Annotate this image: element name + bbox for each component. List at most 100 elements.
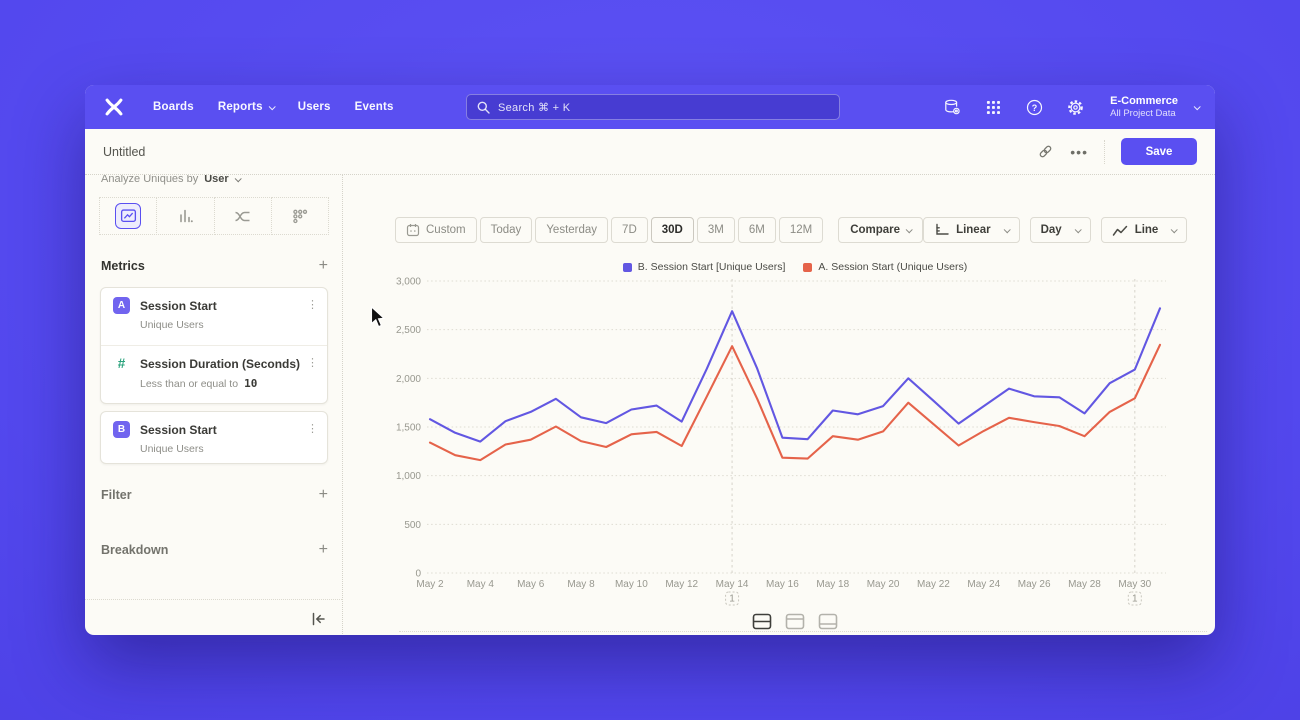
kebab-menu-icon[interactable]: ⋮ (307, 357, 318, 369)
nav-boards[interactable]: Boards (153, 101, 194, 113)
mixpanel-logo-icon[interactable] (101, 94, 127, 120)
analyze-by-label: Analyze Uniques by (101, 175, 199, 185)
data-management-icon[interactable] (942, 97, 962, 117)
nav-reports[interactable]: Reports (217, 101, 276, 113)
metric-card-b: B Session Start ⋮ Unique Users (100, 411, 328, 464)
analyze-by-dropdown[interactable]: User (204, 175, 242, 185)
metric-row-a[interactable]: A Session Start ⋮ Unique Users (101, 288, 327, 345)
project-subtitle: All Project Data (1110, 108, 1176, 119)
layout-toggles (430, 611, 1160, 631)
chart-type-label: Line (1134, 224, 1159, 236)
save-button[interactable]: Save (1121, 138, 1197, 165)
nav-events[interactable]: Events (354, 101, 394, 113)
share-link-icon[interactable] (1037, 143, 1054, 160)
range-custom-button[interactable]: Custom (395, 217, 477, 243)
search-placeholder: Search ⌘ + K (498, 101, 571, 114)
metric-subtitle[interactable]: Unique Users (140, 443, 204, 455)
project-selector[interactable]: E-Commerce All Project Data (1110, 95, 1201, 119)
svg-text:May 6: May 6 (517, 579, 545, 590)
chart-canvas: Custom Today Yesterday 7D 30D 3M 6M 12M … (343, 175, 1215, 634)
range-today-button[interactable]: Today (479, 217, 533, 243)
kebab-menu-icon[interactable]: ⋮ (307, 423, 318, 435)
svg-text:May 14: May 14 (716, 579, 749, 590)
flows-icon (235, 211, 250, 221)
add-breakdown-button[interactable]: + (318, 541, 328, 558)
tab-flows[interactable] (213, 197, 272, 235)
interval-label: Day (1040, 224, 1062, 236)
nav-users[interactable]: Users (297, 101, 331, 113)
svg-text:1,500: 1,500 (396, 423, 421, 434)
interval-dropdown[interactable]: Day (1029, 217, 1091, 243)
tab-insights-line[interactable] (99, 197, 158, 235)
svg-text:May 18: May 18 (816, 579, 849, 590)
svg-text:May 16: May 16 (766, 579, 799, 590)
svg-text:May 2: May 2 (416, 579, 444, 590)
add-filter-button[interactable]: + (318, 486, 328, 503)
numeric-property-icon: # (117, 356, 126, 371)
more-options-icon[interactable]: ••• (1070, 143, 1088, 160)
chevron-down-icon (1170, 225, 1179, 233)
metric-row-duration-filter[interactable]: # Session Duration (Seconds) ⋮ Less than… (101, 345, 327, 404)
view-controls: Linear Day Line (923, 217, 1188, 243)
svg-text:May 30: May 30 (1118, 579, 1151, 590)
range-6m-button[interactable]: 6M (737, 217, 776, 243)
tab-bar-chart[interactable] (156, 197, 215, 235)
layout-chart-bottom-toggle[interactable] (816, 611, 840, 631)
bar-chart-icon (180, 209, 193, 223)
query-builder-sidebar: Analyze Uniques by User (85, 175, 343, 634)
svg-text:2,000: 2,000 (396, 374, 421, 385)
top-nav: Boards Reports Users Events Search ⌘ + K (85, 85, 1215, 129)
breakdown-label: Breakdown (101, 543, 169, 557)
tab-retention[interactable] (270, 197, 329, 235)
legend-series-b[interactable]: B. Session Start [Unique Users] (622, 261, 785, 273)
metric-row-b[interactable]: B Session Start ⋮ Unique Users (101, 412, 327, 469)
layout-chart-top-toggle[interactable] (783, 611, 807, 631)
scale-label: Linear (956, 224, 991, 236)
filter-label: Filter (101, 488, 132, 502)
legend-series-a[interactable]: A. Session Start (Unique Users) (803, 261, 967, 273)
chevron-down-icon (1074, 225, 1082, 233)
metric-subtitle[interactable]: Unique Users (140, 319, 204, 331)
metric-badge-b: B (113, 421, 130, 438)
range-yesterday-button[interactable]: Yesterday (535, 217, 609, 243)
divider (1104, 139, 1105, 164)
chart-legend: B. Session Start [Unique Users] A. Sessi… (430, 261, 1160, 273)
scale-dropdown[interactable]: Linear (923, 217, 1020, 243)
date-range-picker: Custom Today Yesterday 7D 30D 3M 6M 12M … (395, 217, 924, 243)
settings-gear-icon[interactable] (1065, 97, 1085, 117)
svg-text:May 12: May 12 (665, 579, 698, 590)
range-12m-button[interactable]: 12M (778, 217, 824, 243)
metrics-header: Metrics + (101, 257, 328, 274)
svg-text:May 4: May 4 (467, 579, 495, 590)
collapse-sidebar-icon[interactable] (310, 612, 326, 631)
x-axis: May 2 May 4 May 6 May 8 May 10 May 12 May 14 Ma… (416, 579, 1151, 590)
svg-text:1,000: 1,000 (396, 471, 421, 482)
report-title[interactable]: Untitled (103, 144, 146, 159)
help-icon[interactable]: ? (1024, 97, 1044, 117)
compare-button[interactable]: Compare (838, 217, 924, 243)
nav-reports-label: Reports (217, 101, 263, 113)
filter-value[interactable]: 10 (244, 377, 258, 390)
layout-split-toggle-active[interactable] (750, 611, 774, 631)
retention-dots-icon (293, 209, 308, 223)
svg-text:May 20: May 20 (867, 579, 900, 590)
range-3m-button[interactable]: 3M (696, 217, 735, 243)
svg-text:?: ? (1031, 102, 1037, 112)
svg-text:2,500: 2,500 (396, 325, 421, 336)
chart-type-dropdown[interactable]: Line (1100, 217, 1188, 243)
kebab-menu-icon[interactable]: ⋮ (307, 299, 318, 311)
project-text: E-Commerce All Project Data (1110, 95, 1178, 119)
add-metric-button[interactable]: + (318, 257, 328, 274)
search-input[interactable]: Search ⌘ + K (466, 94, 840, 120)
svg-text:0: 0 (415, 569, 421, 580)
svg-text:May 22: May 22 (917, 579, 950, 590)
range-7d-button[interactable]: 7D (611, 217, 648, 243)
metric-filter-condition[interactable]: Less than or equal to 10 (140, 377, 315, 390)
range-30d-button[interactable]: 30D (650, 217, 694, 243)
apps-grid-icon[interactable] (983, 97, 1003, 117)
chevron-down-icon (1003, 225, 1011, 233)
axis-scale-icon (936, 223, 949, 235)
report-body: Analyze Uniques by User (85, 174, 1215, 634)
